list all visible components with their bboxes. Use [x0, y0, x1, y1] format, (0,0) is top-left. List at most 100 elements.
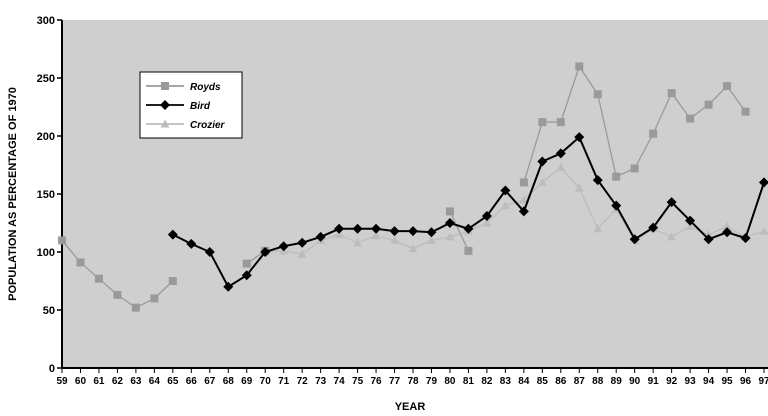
- x-tick-label: 97: [758, 376, 768, 387]
- y-tick-label: 200: [37, 131, 55, 143]
- legend-marker-crozier: [160, 119, 170, 128]
- x-axis: 59 60 61 62 63 64 65 66 67 68 69 70 71 72 73 74 75 76 77 78…: [56, 367, 768, 387]
- data-point-royds: [464, 246, 473, 255]
- y-tick-label: 0: [49, 363, 55, 375]
- data-point-crozier: [408, 244, 418, 253]
- x-tick-label: 90: [629, 376, 641, 387]
- data-point-crozier: [390, 235, 400, 244]
- x-tick-label: 67: [204, 376, 216, 387]
- x-tick-label: 85: [537, 376, 549, 387]
- y-tick-label: 150: [37, 189, 55, 201]
- data-point-crozier: [297, 249, 307, 258]
- legend-label-royds: Royds: [190, 82, 221, 93]
- data-point-royds: [630, 164, 639, 173]
- data-point-royds: [723, 82, 732, 91]
- x-tick-label: 84: [518, 376, 530, 387]
- data-point-bird: [703, 234, 714, 245]
- x-tick-label: 63: [130, 376, 142, 387]
- x-tick-label: 94: [703, 376, 715, 387]
- x-tick-label: 75: [352, 376, 364, 387]
- data-point-bird: [204, 247, 215, 257]
- data-point-royds: [667, 89, 676, 98]
- data-point-crozier: [593, 224, 603, 233]
- x-tick-label: 96: [740, 376, 752, 387]
- data-point-crozier: [371, 231, 381, 240]
- data-point-royds: [445, 207, 454, 216]
- x-tick-label: 87: [574, 376, 586, 387]
- data-point-royds: [556, 118, 565, 127]
- data-point-crozier: [556, 162, 566, 171]
- data-point-crozier: [574, 183, 584, 192]
- data-point-bird: [648, 222, 659, 233]
- series-line-royds: [449, 211, 470, 252]
- x-tick-label: 69: [241, 376, 253, 387]
- x-tick-label: 95: [721, 376, 733, 387]
- x-tick-label: 78: [407, 376, 419, 387]
- data-point-crozier: [482, 218, 492, 227]
- data-point-bird: [685, 215, 696, 226]
- y-tick-label: 100: [37, 247, 55, 259]
- data-point-royds: [575, 62, 584, 71]
- x-tick-label: 79: [426, 376, 438, 387]
- data-point-bird: [352, 223, 363, 234]
- legend: Royds Bird Crozier: [139, 71, 243, 139]
- y-axis: 0 50 100 150 200 250 300: [37, 15, 63, 375]
- data-point-bird: [389, 226, 400, 237]
- data-point-royds: [131, 303, 140, 312]
- data-point-bird: [444, 218, 455, 228]
- data-point-bird: [167, 229, 178, 240]
- x-tick-label: 59: [56, 376, 68, 387]
- x-tick-label: 68: [223, 376, 235, 387]
- data-point-bird: [574, 132, 585, 143]
- data-point-bird: [666, 197, 677, 208]
- data-point-bird: [740, 233, 751, 244]
- x-tick-label: 64: [149, 376, 161, 387]
- x-tick-label: 76: [370, 376, 382, 387]
- x-tick-label: 66: [186, 376, 198, 387]
- x-tick-label: 89: [611, 376, 623, 387]
- data-point-bird: [315, 231, 326, 242]
- x-tick-label: 62: [112, 376, 124, 387]
- data-point-bird: [334, 223, 345, 234]
- data-point-bird: [592, 175, 603, 186]
- data-point-bird: [481, 211, 492, 222]
- x-tick-label: 92: [666, 376, 678, 387]
- x-tick-label: 60: [75, 376, 87, 387]
- data-point-crozier: [500, 201, 510, 210]
- x-tick-label: 80: [444, 376, 456, 387]
- x-tick-label: 72: [297, 376, 309, 387]
- x-tick-label: 82: [481, 376, 493, 387]
- y-tick-label: 250: [37, 73, 55, 85]
- data-point-crozier: [537, 177, 547, 186]
- data-point-royds: [94, 274, 103, 283]
- x-tick-label: 93: [685, 376, 697, 387]
- data-point-bird: [186, 238, 197, 249]
- x-tick-label: 81: [463, 376, 475, 387]
- data-point-bird: [463, 223, 474, 234]
- data-point-bird: [371, 223, 382, 234]
- data-point-royds: [168, 277, 177, 285]
- data-point-royds: [113, 290, 122, 299]
- x-axis-title: YEAR: [395, 401, 426, 413]
- data-point-crozier: [667, 232, 677, 241]
- legend-label-bird: Bird: [190, 101, 211, 112]
- data-point-royds: [76, 258, 85, 267]
- y-tick-label: 50: [43, 305, 55, 317]
- legend-marker-bird: [160, 100, 170, 110]
- data-point-royds: [686, 114, 695, 123]
- data-point-royds: [593, 90, 602, 99]
- series-royds: [58, 62, 750, 312]
- data-point-crozier: [759, 226, 768, 235]
- data-point-crozier: [426, 235, 436, 244]
- data-point-bird: [278, 241, 289, 252]
- legend-marker-royds: [161, 82, 169, 90]
- data-point-royds: [150, 294, 159, 303]
- data-point-bird: [555, 148, 566, 159]
- x-tick-label: 61: [93, 376, 105, 387]
- data-point-royds: [704, 100, 713, 109]
- y-axis-title: POPULATION AS PERCENTAGE OF 1970: [7, 87, 19, 301]
- data-point-bird: [223, 281, 234, 292]
- data-point-bird: [518, 206, 529, 217]
- data-point-royds: [519, 178, 528, 187]
